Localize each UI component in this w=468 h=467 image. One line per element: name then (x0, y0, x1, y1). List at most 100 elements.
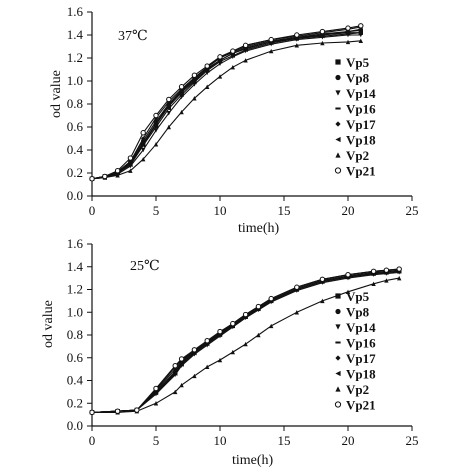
data-point-vp18 (153, 124, 159, 130)
legend-label-vp2: Vp2 (346, 382, 369, 397)
data-point-vp21 (217, 328, 223, 335)
data-point-vp5 (192, 78, 197, 84)
x-tick-label: 5 (153, 433, 160, 448)
legend-label-vp14: Vp14 (346, 86, 376, 101)
data-point-vp18 (320, 33, 325, 39)
data-point-vp16 (192, 78, 197, 81)
legend-label-vp16: Vp16 (346, 102, 376, 117)
y-tick-label: 0.6 (67, 119, 84, 134)
data-point-vp21 (230, 320, 236, 327)
data-point-vp21 (166, 96, 172, 103)
data-point-vp14 (153, 128, 159, 133)
data-point-vp18 (179, 362, 184, 367)
data-point-vp2 (179, 382, 184, 388)
data-point-vp5 (205, 67, 210, 72)
data-point-vp2 (320, 40, 325, 46)
data-point-vp21 (370, 268, 377, 274)
y-tick-label: 1.4 (67, 27, 84, 42)
data-point-vp18 (230, 53, 235, 58)
y-tick-label: 0.2 (67, 165, 83, 180)
data-point-vp21 (140, 130, 146, 136)
legend-marker-vp21 (334, 167, 342, 174)
data-point-vp18 (243, 47, 248, 53)
data-point-vp5 (153, 122, 159, 127)
data-point-vp2 (166, 124, 171, 130)
legend-marker-vp5 (335, 59, 341, 65)
data-point-vp5 (166, 104, 171, 109)
y-tick-label: 0.0 (67, 418, 83, 433)
data-point-vp2 (345, 289, 351, 294)
data-point-vp5 (179, 361, 184, 366)
data-point-vp2 (269, 323, 274, 329)
panel-37c: 0 5 10 15 20 25 0.0 0.2 0.4 0.6 0.8 1.0 1.2 1.4 1.6 3… (49, 4, 419, 236)
data-point-vp21 (178, 84, 185, 90)
data-point-vp18 (192, 79, 197, 85)
data-point-vp21 (319, 276, 326, 282)
x-axis-label: time(h) (238, 221, 280, 236)
chart-title: 37℃ (118, 29, 148, 44)
series-line-vp2 (91, 40, 361, 180)
data-point-vp21 (319, 28, 326, 35)
data-point-vp21 (383, 267, 390, 273)
legend-label-vp5: Vp5 (346, 55, 370, 70)
legend-label-vp16: Vp16 (346, 336, 376, 351)
data-point-vp2 (179, 109, 184, 115)
data-point-vp21 (396, 266, 402, 272)
data-point-vp2 (371, 281, 376, 287)
y-axis-label: od value (41, 300, 56, 348)
legend-label-vp14: Vp14 (346, 320, 376, 335)
data-point-vp18 (166, 106, 171, 111)
data-point-vp2 (192, 373, 197, 379)
data-point-vp21 (127, 155, 134, 161)
legend-marker-vp5 (335, 293, 341, 299)
data-point-vp14 (141, 147, 146, 153)
data-point-vp5 (173, 370, 178, 375)
y-tick-label: 0.6 (67, 350, 84, 365)
x-tick-label: 5 (153, 203, 160, 218)
legend-label-vp21: Vp21 (346, 164, 376, 179)
panel-25c: 0 5 10 15 20 25 0.0 0.2 0.4 0.6 0.8 1.0 1.2 1.4 1.6 2… (41, 236, 419, 467)
data-point-vp5 (141, 142, 146, 147)
y-tick-label: 1.2 (67, 282, 83, 297)
series-line-vp21 (91, 25, 361, 180)
data-point-vp16 (345, 30, 351, 33)
data-point-vp18 (128, 162, 133, 168)
data-point-vp21 (178, 356, 185, 362)
data-point-vp2 (243, 58, 248, 63)
data-point-vp2 (115, 173, 120, 178)
x-tick-label: 10 (214, 433, 227, 448)
legend-marker-vp2 (335, 152, 341, 158)
data-point-vp21 (89, 176, 95, 182)
data-point-vp16 (179, 90, 184, 93)
data-point-vp14 (166, 111, 171, 116)
data-point-vp21 (89, 409, 95, 416)
data-point-vp18 (173, 371, 178, 376)
x-tick-label: 0 (89, 433, 96, 448)
data-point-vp18 (179, 92, 184, 97)
data-point-vp21 (345, 25, 351, 31)
y-tick-label: 0.4 (67, 373, 84, 388)
legend-marker-vp21 (334, 401, 342, 408)
data-point-vp21 (294, 284, 300, 290)
legend-marker-vp16 (335, 341, 341, 344)
x-tick-label: 20 (342, 203, 355, 218)
x-tick-label: 15 (278, 203, 291, 218)
data-point-vp21 (242, 311, 249, 318)
data-point-vp2 (128, 168, 133, 173)
y-tick-label: 1.6 (67, 4, 84, 19)
data-point-vp2 (205, 364, 210, 370)
data-point-vp21 (345, 272, 351, 278)
data-point-vp8 (141, 138, 146, 143)
data-point-vp18 (153, 390, 159, 396)
x-tick-label: 0 (89, 203, 96, 218)
data-point-vp5 (243, 46, 248, 51)
data-point-vp2 (358, 38, 363, 43)
data-point-vp2 (173, 389, 178, 395)
data-point-vp16 (217, 59, 223, 62)
data-point-vp2 (397, 275, 402, 281)
data-point-vp2 (205, 84, 210, 89)
data-point-vp2 (230, 65, 235, 70)
y-tick-label: 0.0 (67, 188, 83, 203)
